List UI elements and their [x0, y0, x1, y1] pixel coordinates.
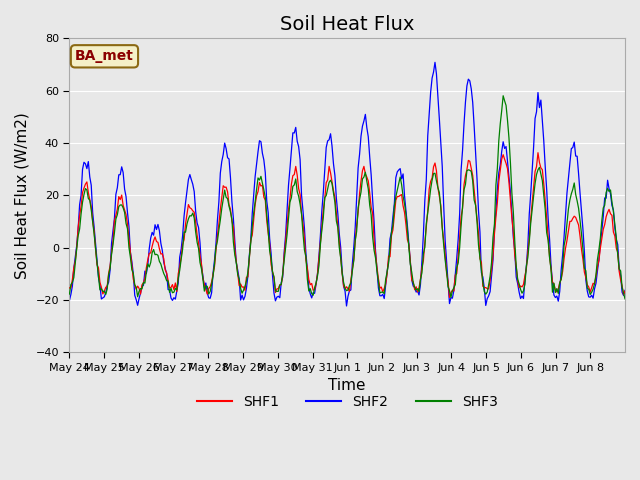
SHF2	[431, 60, 439, 65]
SHF3	[102, 291, 109, 297]
SHF2	[66, 298, 74, 303]
SHF2	[620, 293, 627, 299]
X-axis label: Time: Time	[328, 378, 366, 393]
SHF3	[66, 291, 74, 297]
SHF1	[534, 150, 542, 156]
SHF3	[84, 195, 92, 201]
SHF1	[547, 265, 555, 271]
SHF1	[445, 295, 453, 300]
SHF2	[84, 159, 92, 165]
SHF2	[342, 303, 350, 309]
Title: Soil Heat Flux: Soil Heat Flux	[280, 15, 415, 34]
SHF2	[547, 263, 555, 268]
SHF1	[620, 292, 627, 298]
Legend: SHF1, SHF2, SHF3: SHF1, SHF2, SHF3	[191, 389, 503, 414]
SHF3	[499, 93, 507, 98]
SHF1	[84, 190, 92, 195]
SHF3	[621, 296, 629, 302]
SHF2	[465, 76, 472, 82]
SHF3	[461, 181, 469, 187]
SHF2	[353, 195, 360, 201]
SHF1	[351, 238, 359, 244]
SHF1	[621, 288, 629, 294]
SHF3	[546, 255, 554, 261]
Y-axis label: Soil Heat Flux (W/m2): Soil Heat Flux (W/m2)	[15, 112, 30, 279]
SHF2	[102, 290, 109, 296]
SHF2	[621, 288, 629, 293]
Text: BA_met: BA_met	[75, 49, 134, 63]
Line: SHF3: SHF3	[70, 96, 625, 299]
Line: SHF2: SHF2	[70, 62, 625, 306]
SHF3	[351, 238, 359, 243]
Line: SHF1: SHF1	[70, 153, 625, 298]
SHF1	[463, 167, 471, 172]
SHF1	[66, 285, 74, 291]
SHF1	[102, 285, 109, 290]
SHF3	[618, 285, 626, 290]
